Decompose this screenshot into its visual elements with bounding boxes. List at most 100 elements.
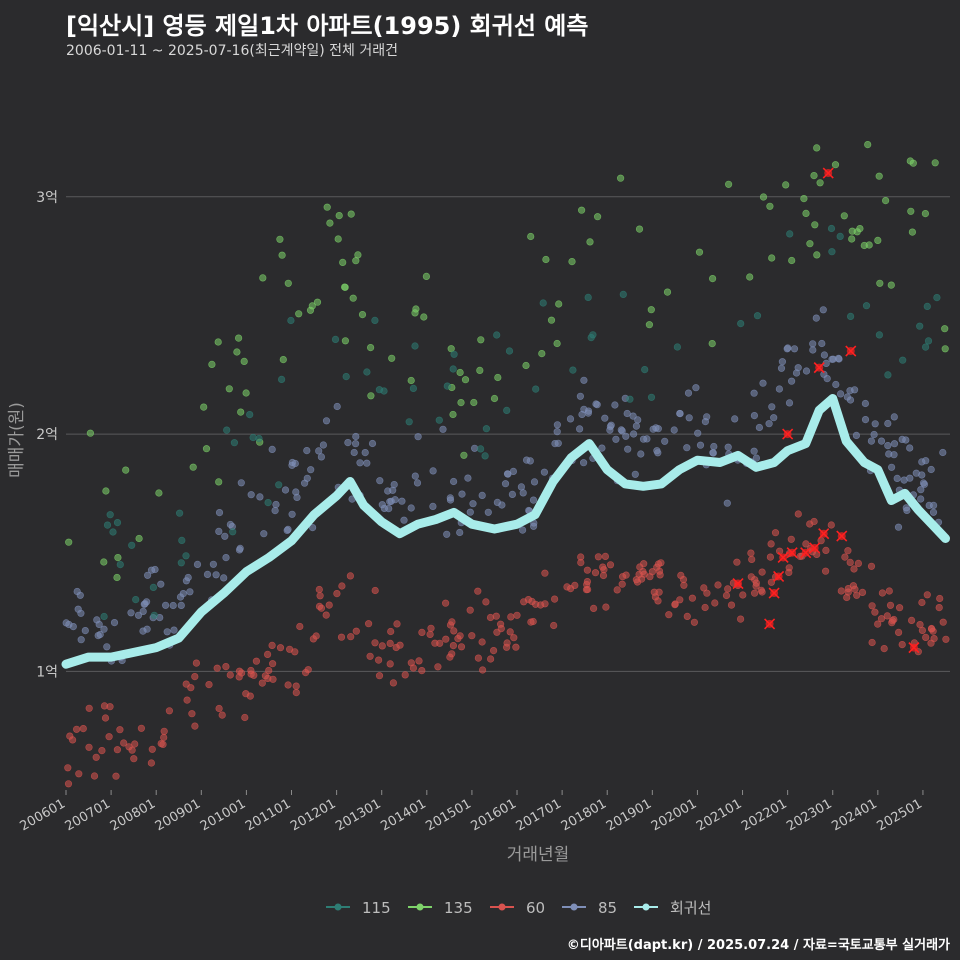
y-tick-label: 1억 [36,664,58,680]
scatter-layer [62,141,950,788]
scatter-point-115 [862,302,871,310]
scatter-point-135 [349,294,357,302]
scatter-point-85 [676,410,684,418]
scatter-point-115 [532,385,540,393]
scatter-point-60 [352,627,360,635]
scatter-point-85 [134,611,143,619]
scatter-point-60 [918,598,926,607]
scatter-point-85 [723,499,731,507]
scatter-point-60 [325,601,333,609]
scatter-point-60 [85,743,93,751]
scatter-point-85 [694,429,702,437]
scatter-point-85 [439,425,447,433]
scatter-point-135 [759,193,768,201]
scatter-point-85 [598,444,606,452]
scatter-point-85 [163,628,171,636]
scatter-point-85 [76,591,84,599]
x-tick-label: 200901 [153,796,203,834]
scatter-point-85 [684,389,693,397]
scatter-point-60 [333,589,341,598]
scatter-point-85 [884,442,892,450]
scatter-point-85 [877,437,886,445]
scatter-point-135 [259,274,267,282]
scatter-point-60 [752,582,760,590]
scatter-point-85 [612,435,620,443]
scatter-point-60 [401,671,409,679]
scatter-point-115 [223,426,231,434]
x-axis-title: 거래년월 [507,845,570,865]
scatter-point-85 [301,479,309,487]
scatter-point-115 [827,224,836,233]
scatter-point-115 [450,350,458,358]
scatter-point-60 [767,578,776,586]
scatter-point-60 [594,553,603,561]
scatter-point-60 [436,639,444,647]
scatter-point-135 [856,225,864,233]
scatter-point-60 [841,553,849,561]
scatter-point-60 [386,660,394,668]
scatter-point-115 [229,528,237,536]
scatter-point-115 [264,499,272,507]
scatter-point-135 [215,478,223,486]
scatter-point-115 [933,294,941,302]
scatter-point-60 [802,540,810,548]
scatter-point-85 [77,636,85,644]
x-tick-label: 201801 [559,796,609,834]
scatter-point-115 [899,356,907,364]
scatter-point-135 [135,534,143,543]
scatter-point-60 [268,641,276,650]
scatter-point-135 [240,357,248,366]
scatter-point-135 [202,445,211,453]
scatter-point-60 [837,587,845,595]
recent-trade-marker [908,642,920,654]
scatter-point-60 [599,563,607,571]
scatter-point-60 [923,591,931,599]
scatter-point-115 [103,521,112,529]
scatter-point-135 [341,337,350,345]
scatter-point-115 [584,293,592,302]
scatter-point-85 [220,574,228,582]
scatter-point-135 [907,207,915,215]
scatter-point-60 [315,585,323,594]
scatter-point-85 [623,409,631,418]
scatter-point-85 [529,522,538,530]
scatter-point-85 [94,631,102,640]
scatter-point-85 [387,497,395,505]
scatter-point-60 [916,620,924,629]
x-tick-label: 202501 [874,796,924,834]
scatter-point-115 [503,406,511,415]
scatter-point-135 [494,373,502,382]
legend-dot [334,903,342,911]
scatter-point-60 [192,659,200,667]
scatter-point-85 [256,493,264,501]
scatter-point-60 [577,558,585,567]
scatter-point-60 [750,589,759,597]
scatter-point-115 [176,509,184,517]
legend-item-135: 135 [408,899,473,917]
scatter-point-135 [339,258,347,267]
scatter-point-85 [493,498,502,507]
scatter-point-60 [160,727,168,735]
scatter-point-85 [141,600,149,608]
scatter-point-60 [922,633,930,642]
scatter-point-85 [517,483,526,491]
scatter-point-85 [884,419,892,428]
scatter-point-85 [802,367,811,375]
scatter-point-135 [810,172,818,180]
scatter-point-60 [520,598,528,606]
scatter-point-115 [923,302,931,311]
scatter-point-115 [178,536,186,545]
scatter-point-135 [635,225,644,233]
scatter-point-60 [130,755,138,763]
scatter-point-135 [358,311,367,319]
legend-label: 회귀선 [670,899,711,917]
scatter-point-60 [284,681,292,689]
scatter-point-60 [939,618,947,626]
scatter-point-60 [867,562,876,570]
scatter-point-85 [755,423,764,432]
scatter-point-85 [809,346,817,354]
scatter-point-85 [768,403,776,411]
scatter-point-115 [539,299,547,307]
scatter-point-60 [183,696,191,704]
scatter-point-60 [482,598,490,606]
